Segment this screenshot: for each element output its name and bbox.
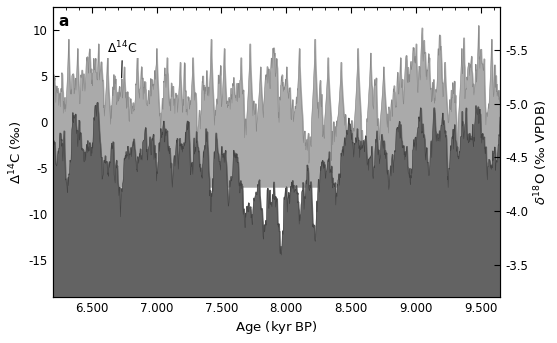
Y-axis label: $\delta^{18}$O (‰ VPDB): $\delta^{18}$O (‰ VPDB)	[532, 99, 550, 205]
Text: $\Delta^{14}$C: $\Delta^{14}$C	[108, 40, 138, 78]
Text: $\delta^{18}$O: $\delta^{18}$O	[172, 235, 211, 267]
Y-axis label: $\Delta^{14}$C (‰): $\Delta^{14}$C (‰)	[7, 120, 25, 184]
Text: a: a	[58, 14, 69, 29]
X-axis label: Age (kyr$\mathregular{_{\ }}$BP): Age (kyr$\mathregular{_{\ }}$BP)	[236, 319, 318, 336]
